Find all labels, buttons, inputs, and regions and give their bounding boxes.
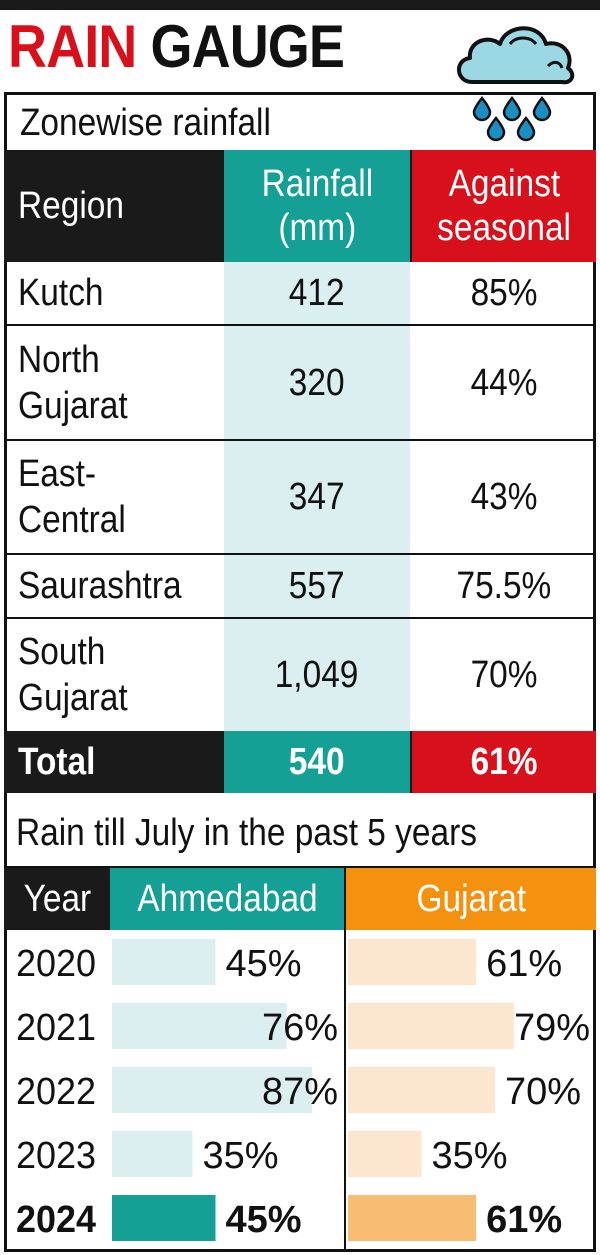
rain-bar-chart: 2020 45% 61% 2021 76% 79% 2022 87% 70% 2023 35% 35%… <box>16 939 590 1241</box>
header-rainfall: Rainfall (mm) <box>261 163 373 249</box>
total-rainfall: 540 <box>289 741 345 783</box>
ahmedabad-value-label: 45% <box>226 943 302 985</box>
ahmedabad-bar <box>112 939 216 985</box>
gujarat-bar <box>348 1195 477 1241</box>
table-row-region: East- Central <box>18 453 126 541</box>
header-region: Region <box>18 185 124 227</box>
table-row-against: 44% <box>470 361 538 404</box>
ahmedabad-bar <box>112 1067 313 1113</box>
table-frame <box>4 92 596 1252</box>
rainfall-column-bg <box>224 262 410 732</box>
title-rain: RAIN <box>8 13 137 80</box>
table-row-region: Kutch <box>18 272 104 314</box>
gujarat-value-label: 61% <box>486 943 562 985</box>
table-row-rainfall: 1,049 <box>275 654 359 696</box>
past5-subtitle: Rain till July in the past 5 years <box>16 812 477 854</box>
gujarat-bar <box>348 1003 514 1049</box>
total-against-bg <box>412 731 596 793</box>
ahmedabad-value-label: 35% <box>203 1135 279 1177</box>
top-bar <box>0 0 600 10</box>
table-row-against: 85% <box>470 272 538 314</box>
row-divider <box>4 617 596 619</box>
year-label: 2023 <box>16 1135 96 1177</box>
header-against: Against seasonal <box>437 163 571 249</box>
row-divider <box>4 324 596 326</box>
year-label: 2020 <box>16 943 96 985</box>
header-year: Year <box>23 878 91 920</box>
gujarat-value-label: 61% <box>486 1199 562 1241</box>
ahmedabad-header-bg <box>110 868 344 930</box>
year-label: 2024 <box>16 1199 96 1241</box>
gujarat-value-label: 70% <box>505 1071 581 1113</box>
table-row-against: 75.5% <box>456 565 552 607</box>
table-row-against: 43% <box>470 476 538 518</box>
section-divider <box>4 866 596 868</box>
column-divider <box>344 868 346 1252</box>
year-label: 2021 <box>16 1007 96 1049</box>
gujarat-bar <box>348 1067 495 1113</box>
table-row-region: North Gujarat <box>18 338 128 427</box>
gujarat-header-bg <box>346 868 596 930</box>
header-ahmedabad: Ahmedabad <box>136 878 318 920</box>
gujarat-bar <box>348 939 477 985</box>
total-against: 61% <box>470 741 538 783</box>
gujarat-bar <box>348 1131 422 1177</box>
zonewise-subtitle: Zonewise rainfall <box>20 102 271 144</box>
year-label: 2022 <box>16 1071 96 1113</box>
gujarat-value-label: 35% <box>432 1135 508 1177</box>
header-gujarat: Gujarat <box>416 878 526 920</box>
ahmedabad-bar <box>112 1131 193 1177</box>
total-rainfall-bg <box>224 731 410 793</box>
table-row-against: 70% <box>470 654 538 696</box>
table-row-rainfall: 412 <box>289 272 345 314</box>
table-row-region: Saurashtra <box>18 565 182 607</box>
table-row-rainfall: 557 <box>289 565 345 607</box>
year-header-bg <box>4 868 110 930</box>
total-label: Total <box>18 741 96 783</box>
ahmedabad-value-label: 87% <box>262 1071 338 1113</box>
page-title: RAIN GAUGE <box>8 12 345 82</box>
row-divider <box>4 553 596 555</box>
ahmedabad-value-label: 45% <box>226 1199 302 1241</box>
cloud-rain-icon <box>457 26 575 142</box>
table-row-rainfall: 347 <box>289 476 345 518</box>
ahmedabad-value-label: 76% <box>262 1007 338 1049</box>
table-row-region: South Gujarat <box>18 631 128 719</box>
table-row-rainfall: 320 <box>289 361 345 404</box>
ahmedabad-bar <box>112 1195 216 1241</box>
ahmedabad-bar <box>112 1003 287 1049</box>
rainfall-header-bg <box>224 150 410 262</box>
row-divider <box>4 439 596 441</box>
against-header-bg <box>412 150 596 262</box>
title-gauge: GAUGE <box>150 13 345 80</box>
gujarat-value-label: 79% <box>514 1007 590 1049</box>
